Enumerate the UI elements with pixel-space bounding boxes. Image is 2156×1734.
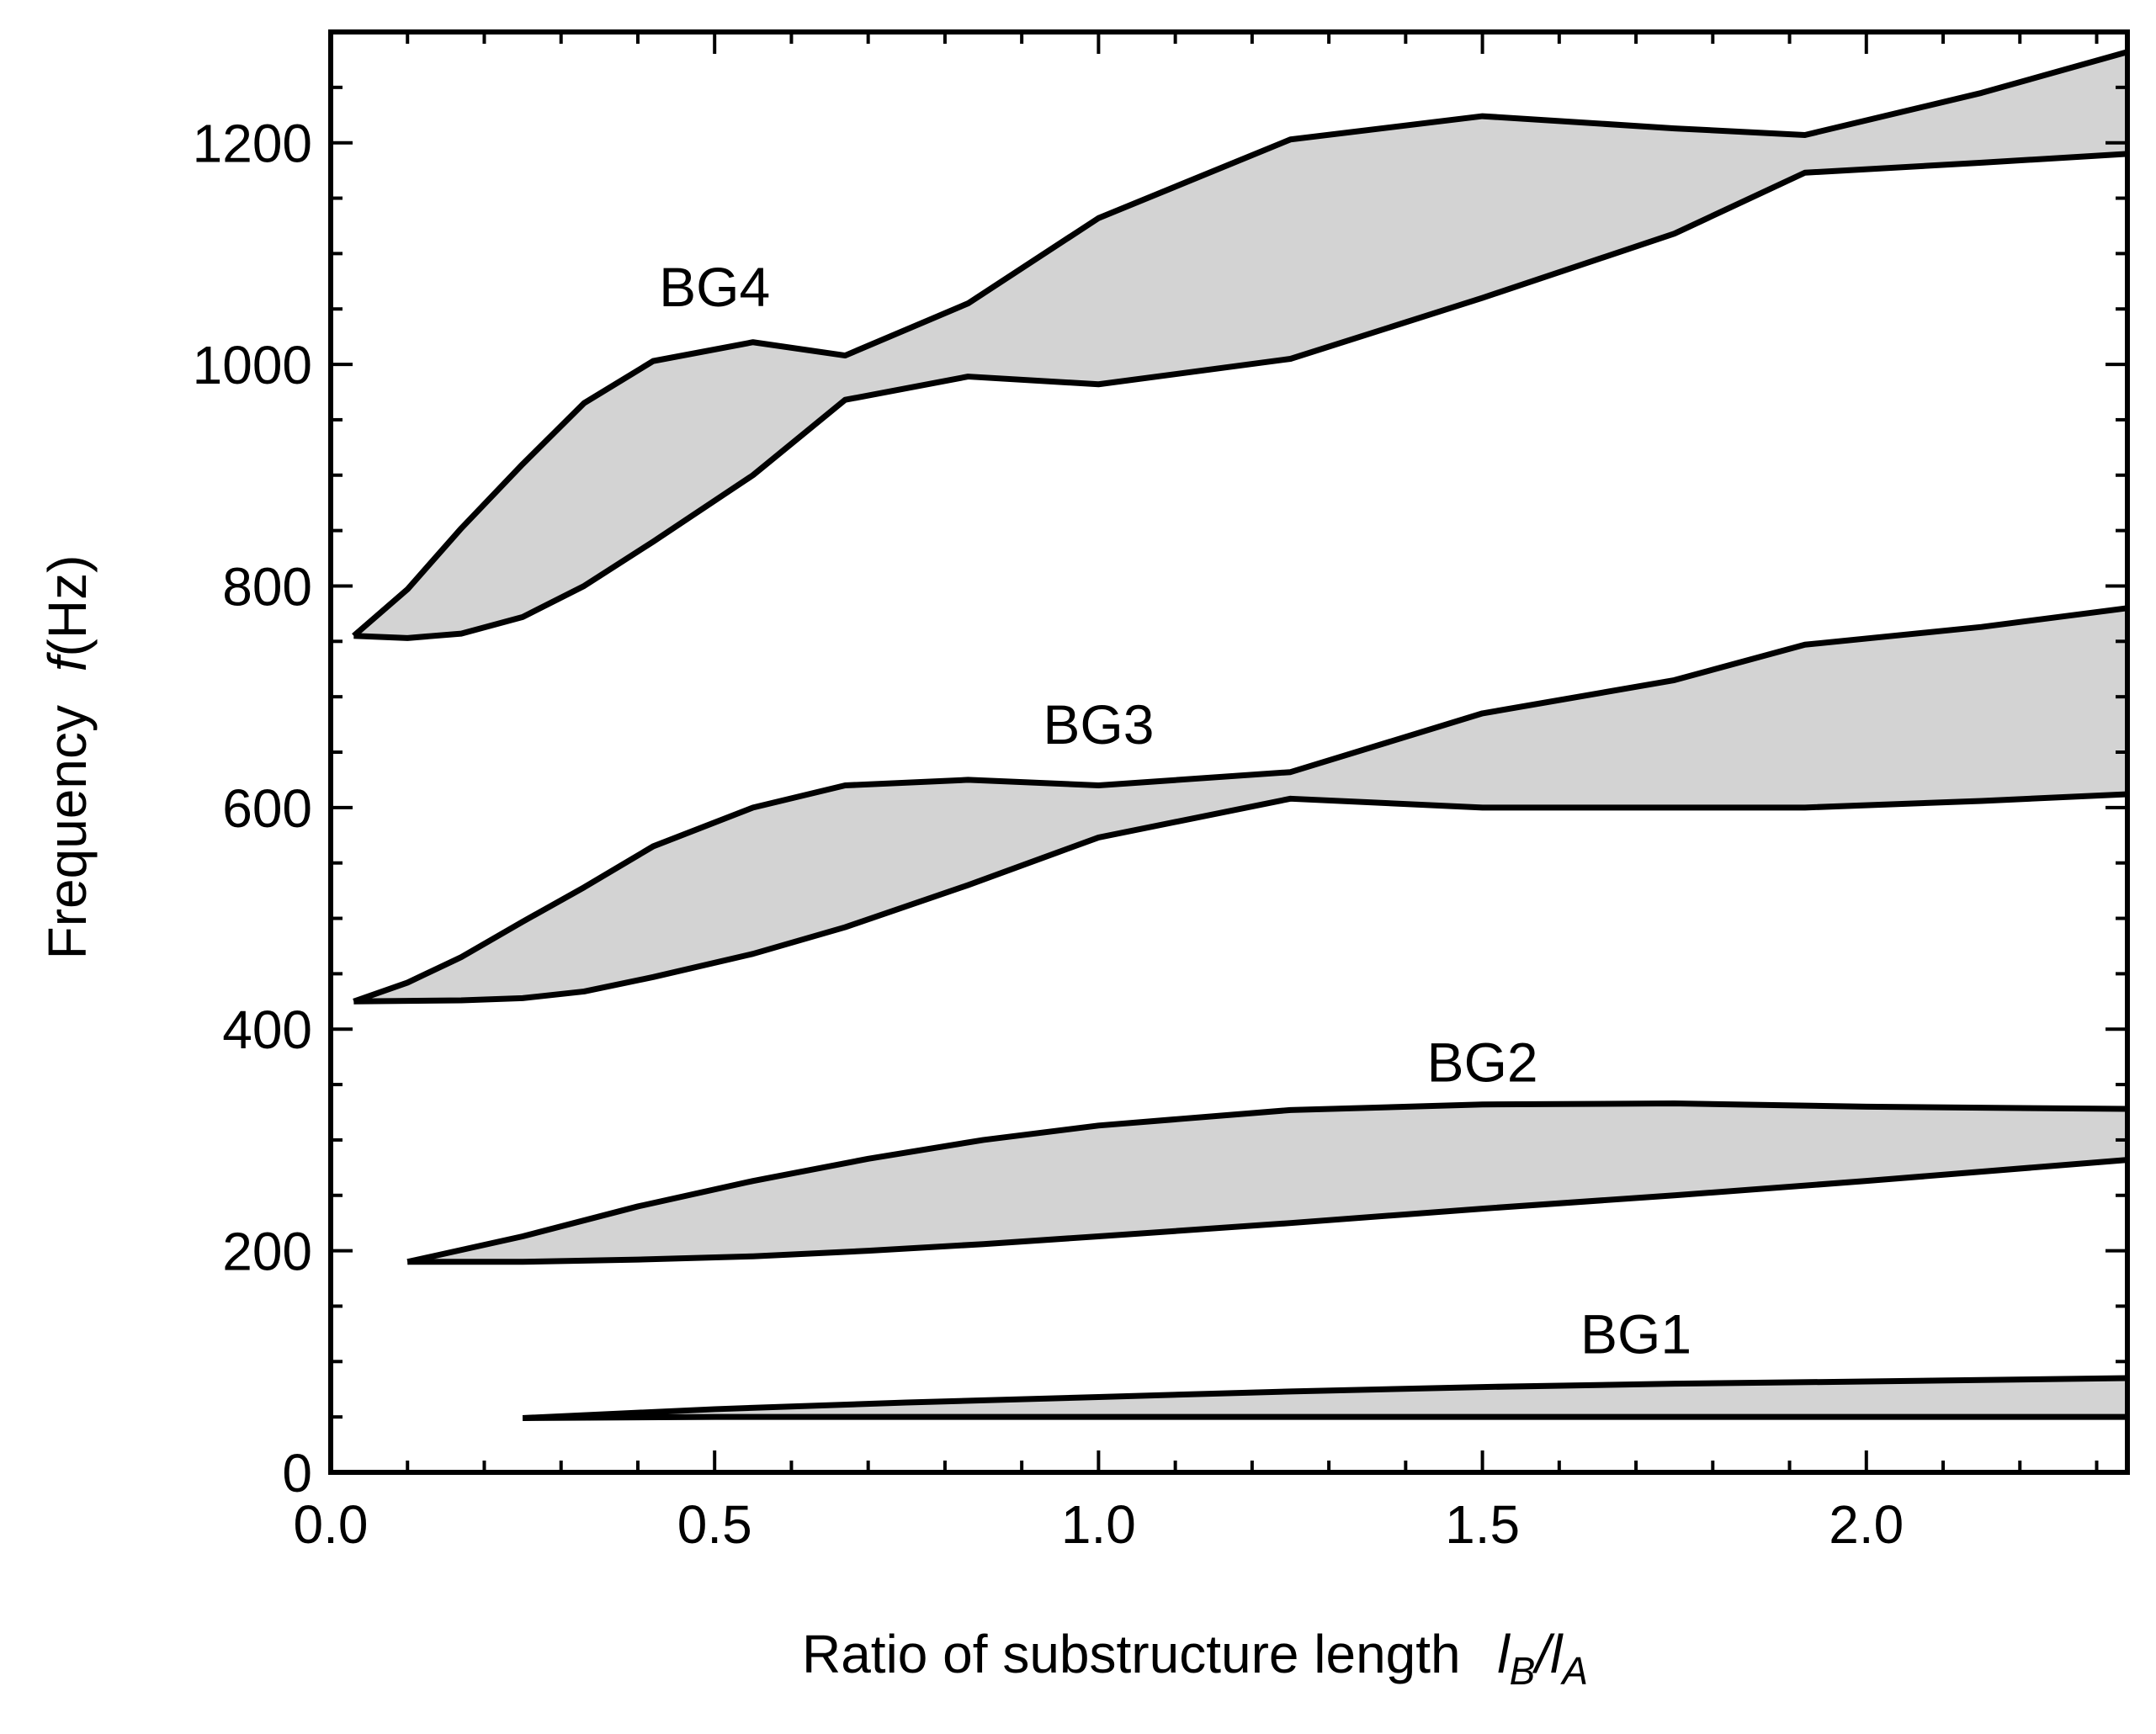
x-axis-denominator-sub: A (1559, 1649, 1588, 1693)
x-axis-title: Ratio of substructure length lB/lA (802, 1624, 1588, 1693)
band-bg3-fill (353, 607, 2127, 1002)
y-axis-title-text: Frequency (37, 705, 98, 959)
y-tick-label: 600 (222, 778, 312, 839)
x-axis-denominator: l (1550, 1624, 1564, 1684)
x-tick-label: 1.5 (1445, 1494, 1520, 1555)
band-bg1 (522, 1375, 2128, 1421)
band-bg4-upper-edge (352, 49, 2128, 639)
band-bg1-lower-edge (523, 1413, 2127, 1421)
band-bg3-upper-edge (353, 605, 2128, 1005)
y-axis-title: Frequency f(Hz) (37, 555, 98, 960)
x-axis-numerator: l (1497, 1624, 1511, 1684)
band-label-bg3: BG3 (1043, 693, 1154, 756)
tick-labels-layer: 0.0 0.5 1.0 1.5 2.0 0 200 400 600 800 1000 1200 (193, 114, 1904, 1555)
band-bg2-upper-edge (406, 1100, 2128, 1265)
band-bg1-upper-edge (522, 1375, 2128, 1421)
y-tick-label: 1200 (193, 114, 312, 174)
x-tick-label: 2.0 (1829, 1494, 1904, 1555)
y-tick-label: 1000 (193, 335, 312, 395)
band-bg3 (353, 605, 2128, 1005)
x-axis-title-text: Ratio of substructure length (802, 1624, 1461, 1684)
band-bg4-lower-edge (353, 151, 2128, 641)
band-bg3-lower-edge (353, 791, 2128, 1005)
y-axis-unit: (Hz) (37, 555, 98, 657)
y-tick-label: 800 (222, 556, 312, 617)
band-label-bg2: BG2 (1427, 1031, 1538, 1094)
band-labels-layer: BG1 BG2 BG3 BG4 (659, 256, 1691, 1365)
band-bg4-fill (353, 51, 2127, 639)
x-axis-numerator-sub: B (1510, 1649, 1536, 1693)
y-tick-label: 200 (222, 1222, 312, 1282)
band-bg4 (352, 49, 2128, 641)
y-tick-label: 0 (282, 1443, 312, 1503)
x-tick-label: 0.0 (294, 1494, 369, 1555)
y-tick-label: 400 (222, 1000, 312, 1060)
band-bg1-fill (523, 1378, 2127, 1418)
band-label-bg4: BG4 (659, 256, 770, 318)
bands-layer (352, 49, 2128, 1421)
band-bg2-lower-edge (407, 1157, 2128, 1265)
band-label-bg1: BG1 (1580, 1302, 1691, 1365)
plot-frame (328, 29, 2130, 1475)
band-bg2 (406, 1100, 2128, 1265)
x-tick-label: 0.5 (677, 1494, 752, 1555)
band-bg2-fill (407, 1103, 2128, 1262)
x-tick-label: 1.0 (1061, 1494, 1136, 1555)
